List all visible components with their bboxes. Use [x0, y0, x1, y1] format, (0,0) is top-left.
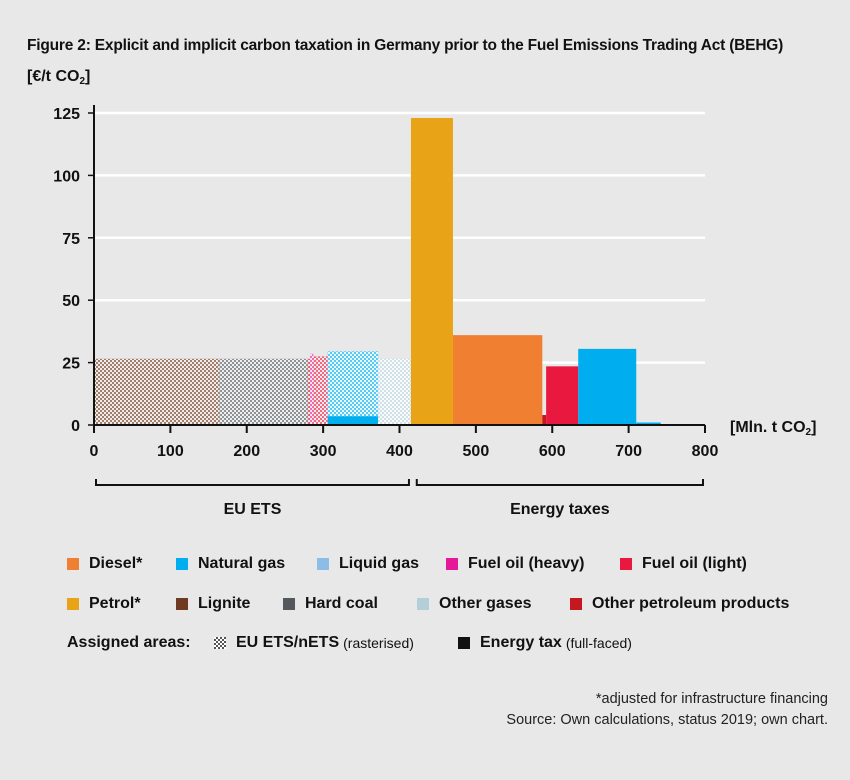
legend-item-eu-ets-nets: EU ETS/nETS (rasterised) [214, 634, 414, 652]
x-tick-label-400: 400 [386, 443, 413, 460]
legend-item-fuel-oil-light: Fuel oil (light) [620, 555, 747, 573]
bar-raster-overlay-fuel-oil-heavy-3 [310, 353, 314, 425]
x-tick-label-500: 500 [463, 443, 490, 460]
bar-raster-overlay-fuel-oil-light-4 [313, 356, 317, 425]
legend-swatch-diesel [67, 558, 79, 570]
y-tick-label-0: 0 [71, 418, 80, 435]
legend-label-fuel-oil-light: Fuel oil (light) [642, 555, 747, 572]
y-tick-label-25: 25 [62, 356, 80, 373]
x-tick-label-700: 700 [615, 443, 642, 460]
legend-label-other-gases: Other gases [439, 595, 532, 612]
bar-fuel-oil-light-12 [546, 366, 579, 425]
legend-label-eu-ets-nets: EU ETS/nETS [236, 634, 340, 651]
x-tick-label-0: 0 [90, 443, 99, 460]
legend-note-rasterised: (rasterised) [343, 635, 414, 651]
bar-raster-overlay-liquid-gas-5 [316, 356, 328, 425]
legend-label-energy-tax: Energy tax [480, 634, 562, 651]
footnote: *adjusted for infrastructure financing [595, 691, 828, 707]
y-tick-label-125: 125 [53, 106, 80, 123]
y-tick-label-100: 100 [53, 168, 80, 185]
bar-raster-overlay-other-petroleum-products-2 [307, 358, 311, 425]
bar-raster-overlay-natural-gas-6 [327, 351, 379, 425]
legend-item-liquid-gas: Liquid gas [317, 555, 419, 573]
bar-petrol-9 [410, 117, 453, 425]
bar-raster-overlay-lignite-0 [94, 358, 220, 425]
legend-item-other-gases: Other gases [417, 595, 531, 613]
x-tick-label-600: 600 [539, 443, 566, 460]
x-tick-label-300: 300 [310, 443, 337, 460]
y-tick-label-50: 50 [62, 293, 80, 310]
group-label-energy-taxes: Energy taxes [510, 501, 610, 518]
x-axis-label-sub: 2 [805, 427, 812, 438]
y-axis-label: [€/t CO2] [27, 68, 90, 87]
chart-footer: *adjusted for infrastructure financing S… [506, 689, 828, 731]
legend-note-full-faced: (full-faced) [565, 635, 632, 651]
assigned-areas-label: Assigned areas: [67, 634, 191, 652]
group-label-eu-ets: EU ETS [224, 501, 282, 518]
chart-plot: 0 25 50 75 100 125 0 100 200 300 400 500 600 700 800 EU… [53, 105, 719, 518]
x-axis-label: [Mln. t CO2] [730, 419, 816, 438]
legend-swatch-fuel-oil-heavy [446, 558, 458, 570]
legend-swatch-other-petroleum-products [570, 598, 582, 610]
legend-swatch-full-faced [458, 637, 470, 649]
x-tick-label-200: 200 [233, 443, 260, 460]
bar-raster-overlay-hard-coal-1 [219, 358, 308, 425]
legend-label-hard-coal: Hard coal [305, 595, 378, 612]
legend-label-other-petroleum-products: Other petroleum products [592, 595, 790, 612]
legend-swatch-lignite [176, 598, 188, 610]
legend-label-liquid-gas: Liquid gas [339, 555, 419, 572]
group-bracket-energy-taxes [415, 479, 704, 486]
x-axis-label-end: ] [811, 419, 817, 436]
y-axis-label-main: [€/t CO [27, 68, 80, 85]
x-tick-label-800: 800 [692, 443, 719, 460]
bar-liquid-gas-14 [636, 422, 661, 425]
legend-item-hard-coal: Hard coal [283, 595, 378, 613]
legend-swatch-natural-gas [176, 558, 188, 570]
group-bracket-eu-ets [95, 479, 410, 486]
y-tick-label-75: 75 [62, 231, 80, 248]
legend-swatch-hard-coal [283, 598, 295, 610]
bar-other-petroleum-products-11 [542, 415, 547, 425]
legend-swatch-fuel-oil-light [620, 558, 632, 570]
legend-swatch-raster [214, 637, 226, 649]
legend-item-diesel: Diesel* [67, 555, 142, 573]
legend-swatch-other-gases [417, 598, 429, 610]
x-axis-label-main: [Mln. t CO [730, 419, 806, 436]
legend-item-energy-tax: Energy tax (full-faced) [458, 634, 632, 652]
source-note: Source: Own calculations, status 2019; o… [506, 712, 828, 728]
assigned-areas-label-text: Assigned areas: [67, 634, 191, 651]
legend-item-natural-gas: Natural gas [176, 555, 285, 573]
bar-natural-gas-7 [327, 416, 379, 425]
legend-label-fuel-oil-heavy: Fuel oil (heavy) [468, 555, 585, 572]
legend-swatch-petrol [67, 598, 79, 610]
legend-item-petrol: Petrol* [67, 595, 141, 613]
legend-label-petrol: Petrol* [89, 595, 141, 612]
bar-raster-overlay-other-gases-8 [378, 358, 411, 425]
bar-diesel-10 [452, 335, 543, 425]
chart-title: Figure 2: Explicit and implicit carbon t… [27, 37, 784, 54]
legend-item-fuel-oil-heavy: Fuel oil (heavy) [446, 555, 584, 573]
legend-label-lignite: Lignite [198, 595, 251, 612]
y-axis-label-end: ] [85, 68, 91, 85]
legend-swatch-liquid-gas [317, 558, 329, 570]
legend-item-lignite: Lignite [176, 595, 250, 613]
y-axis-label-sub: 2 [79, 76, 86, 87]
legend-label-natural-gas: Natural gas [198, 555, 286, 572]
legend-label-diesel: Diesel* [89, 555, 143, 572]
x-tick-label-100: 100 [157, 443, 184, 460]
bar-natural-gas-13 [578, 348, 637, 425]
legend-item-other-petroleum-products: Other petroleum products [570, 595, 789, 613]
